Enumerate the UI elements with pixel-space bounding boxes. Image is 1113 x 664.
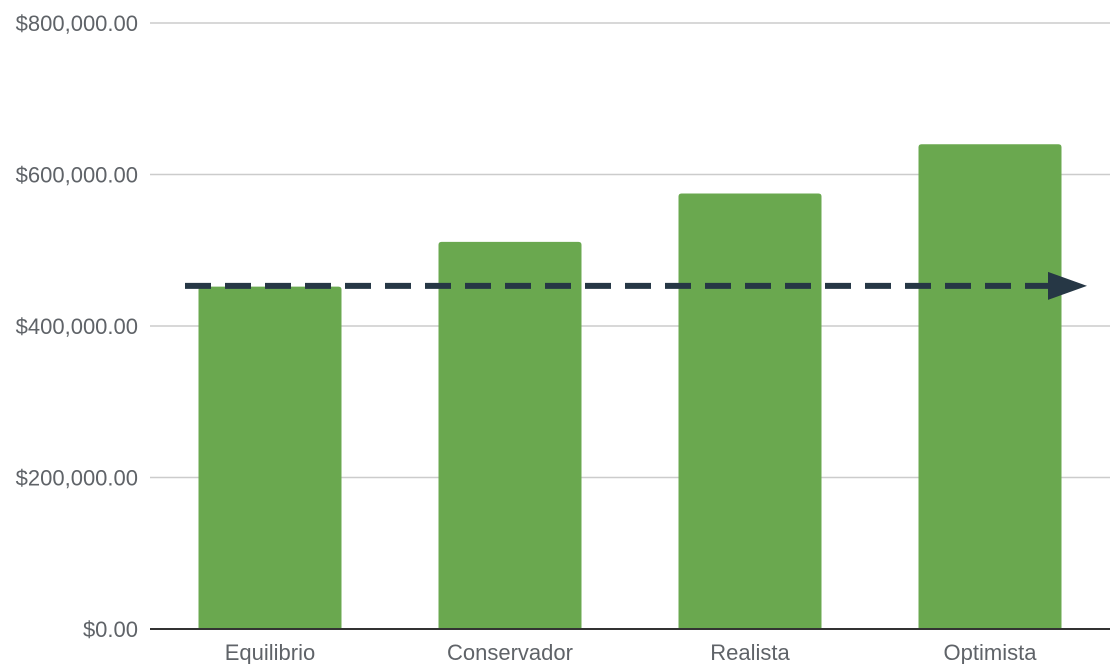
- bar-optimista: [918, 144, 1062, 629]
- reference-line-arrow: [185, 271, 1087, 300]
- y-tick-label: $600,000.00: [16, 163, 138, 188]
- x-category-label: Optimista: [944, 640, 1038, 664]
- y-tick-label: $0.00: [83, 617, 138, 642]
- y-tick-label: $200,000.00: [16, 466, 138, 491]
- bar-realista: [678, 193, 822, 629]
- arrowhead-icon: [1048, 271, 1087, 300]
- y-tick-label: $800,000.00: [16, 11, 138, 36]
- bars: [198, 144, 1062, 630]
- x-category-label: Equilibrio: [225, 640, 316, 664]
- x-category-label: Conservador: [447, 640, 573, 664]
- bar-conservador: [438, 241, 582, 630]
- bar-equilibrio: [198, 286, 342, 629]
- x-axis-category-labels: Equilibrio Conservador Realista Optimista: [225, 640, 1037, 664]
- y-axis-tick-labels: $0.00 $200,000.00 $400,000.00 $600,000.00 $8…: [16, 11, 138, 642]
- y-tick-label: $400,000.00: [16, 314, 138, 339]
- x-category-label: Realista: [710, 640, 790, 664]
